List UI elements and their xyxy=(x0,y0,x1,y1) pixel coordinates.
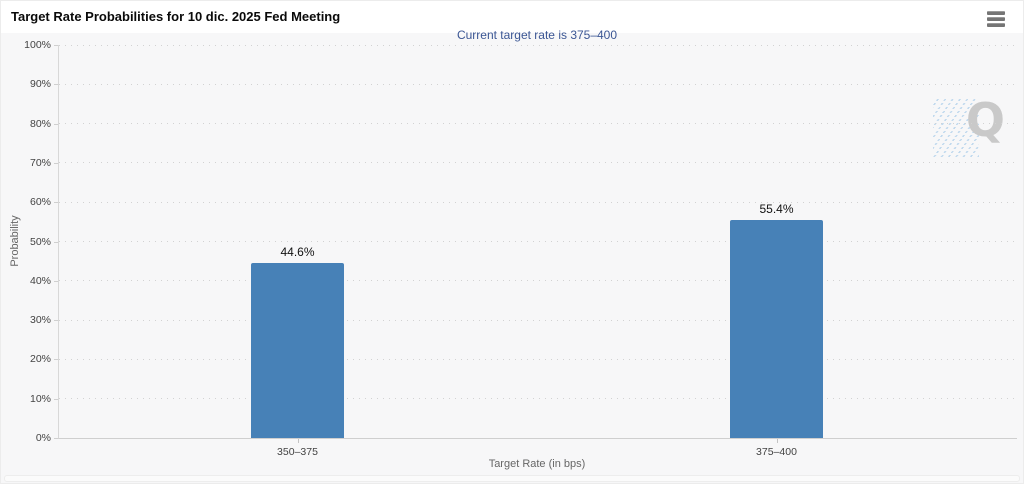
gridline xyxy=(59,83,1017,85)
scrollbar-track[interactable] xyxy=(4,475,1020,482)
y-tick-mark xyxy=(54,84,58,86)
y-tick-label: 60% xyxy=(29,196,51,209)
hamburger-icon xyxy=(987,23,1005,27)
y-tick-mark xyxy=(54,438,58,439)
x-tick-label: 350–375 xyxy=(277,446,318,458)
bar[interactable] xyxy=(251,262,344,438)
y-tick-mark xyxy=(54,359,58,361)
y-tick-label: 10% xyxy=(29,392,51,405)
y-tick-mark xyxy=(54,162,58,164)
x-axis-title: Target Rate (in bps) xyxy=(488,458,586,470)
gridline xyxy=(59,201,1017,203)
watermark-stripes-icon xyxy=(933,97,979,157)
gridline xyxy=(59,44,1017,46)
q-logo-icon: Q xyxy=(965,93,1005,147)
gridline xyxy=(59,358,1017,360)
gridline xyxy=(59,123,1017,125)
x-tick-mark xyxy=(297,439,299,443)
bar-value-label: 55.4% xyxy=(759,202,794,217)
gridline xyxy=(59,319,1017,321)
y-tick-label: 20% xyxy=(29,353,51,366)
bar-value-label: 44.6% xyxy=(280,244,315,259)
y-tick-label: 80% xyxy=(29,117,51,130)
y-tick-mark xyxy=(54,241,58,243)
x-tick-mark xyxy=(776,439,778,443)
y-tick-mark xyxy=(54,123,58,125)
y-tick-label: 40% xyxy=(29,274,51,287)
y-tick-mark xyxy=(54,202,58,204)
export-menu-button[interactable] xyxy=(983,8,1009,28)
hamburger-icon xyxy=(987,11,1005,15)
y-tick-label: 30% xyxy=(29,314,51,327)
y-tick-label: 100% xyxy=(24,39,51,51)
y-tick-label: 0% xyxy=(35,432,51,444)
x-tick-label: 375–400 xyxy=(756,446,797,458)
y-tick-mark xyxy=(54,320,58,322)
y-tick-label: 90% xyxy=(29,78,51,91)
y-tick-mark xyxy=(54,398,58,400)
gridline xyxy=(59,398,1017,400)
chart-title: Target Rate Probabilities for 10 dic. 20… xyxy=(11,9,341,24)
y-tick-mark xyxy=(54,45,58,46)
quandl-watermark: Q xyxy=(933,97,1005,159)
y-tick-label: 70% xyxy=(29,156,51,169)
y-tick-mark xyxy=(54,280,58,282)
hamburger-icon xyxy=(987,17,1005,21)
y-tick-label: 50% xyxy=(29,235,51,248)
gridline xyxy=(59,162,1017,164)
gridline xyxy=(59,241,1017,242)
plot-area: Q xyxy=(58,44,1017,439)
gridline xyxy=(59,280,1017,282)
bar[interactable] xyxy=(730,220,823,438)
chart-header xyxy=(1,1,1023,33)
chart-subtitle: Current target rate is 375–400 xyxy=(456,28,618,42)
